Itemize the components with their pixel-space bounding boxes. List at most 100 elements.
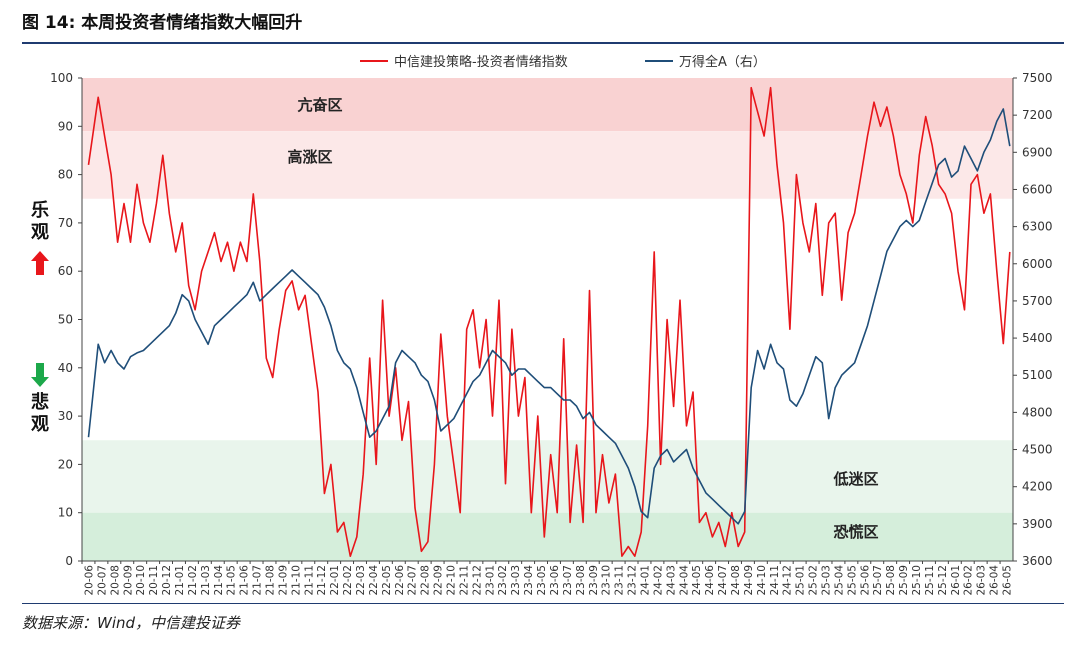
legend-label-index: 万得全A（右）: [679, 55, 766, 70]
x-tick-label: 23-02: [497, 565, 509, 596]
x-tick-label: 24-05: [691, 565, 703, 596]
x-tick-label: 22-11: [458, 565, 470, 596]
y-right-tick-label: 6600: [1022, 182, 1053, 196]
y-right-tick-label: 5700: [1022, 294, 1053, 308]
up-arrow-icon: [31, 251, 49, 275]
x-tick-label: 25-08: [885, 565, 897, 596]
x-tick-label: 23-09: [588, 565, 600, 596]
legend-item-index: 万得全A（右）: [645, 51, 766, 70]
title-rule: [22, 42, 1064, 44]
y-right-tick-label: 4200: [1022, 480, 1053, 494]
y-left-tick-label: 100: [50, 71, 73, 85]
x-tick-label: 22-12: [471, 565, 483, 596]
source-rule: [22, 603, 1064, 604]
zone-band-0: [82, 78, 1013, 132]
x-tick-label: 21-07: [252, 565, 264, 596]
x-tick-label: 24-06: [704, 565, 716, 596]
x-tick-label: 20-12: [161, 565, 173, 596]
optimistic-char-1: 乐: [31, 200, 49, 221]
legend-item-sentiment: 中信建投策略-投资者情绪指数: [360, 51, 568, 70]
x-tick-label: 24-09: [743, 565, 755, 596]
y-left-tick-label: 90: [58, 119, 73, 133]
x-tick-label: 22-06: [394, 565, 406, 596]
y-right-tick-label: 5400: [1022, 331, 1053, 345]
x-tick-label: 26-03: [976, 565, 988, 596]
x-tick-label: 24-11: [769, 565, 781, 596]
x-tick-label: 25-01: [795, 565, 807, 596]
x-tick-label: 21-01: [174, 565, 186, 596]
y-left-tick-label: 20: [58, 457, 73, 471]
y-left-tick-label: 80: [58, 168, 73, 182]
x-tick-label: 26-05: [1002, 565, 1014, 596]
x-tick-label: 21-06: [239, 565, 251, 596]
y-right-tick-label: 6000: [1022, 257, 1053, 271]
x-tick-label: 22-05: [381, 565, 393, 596]
x-tick-label: 22-04: [368, 565, 380, 596]
x-tick-label: 21-08: [264, 565, 276, 596]
source-note: 数据来源：Wind，中信建投证券: [22, 614, 241, 632]
x-tick-label: 21-04: [213, 565, 225, 596]
y-right-tick-label: 6300: [1022, 220, 1053, 234]
x-tick-label: 21-11: [303, 565, 315, 596]
x-tick-label: 23-11: [614, 565, 626, 596]
y-left-tick-label: 30: [58, 409, 73, 423]
x-tick-label: 24-03: [665, 565, 677, 596]
zone-label-3: 恐慌区: [833, 523, 878, 541]
x-tick-label: 22-01: [329, 565, 341, 596]
x-tick-label: 21-10: [290, 565, 302, 596]
optimistic-char-2: 观: [31, 222, 49, 243]
x-tick-label: 22-09: [433, 565, 445, 596]
zone-label-2: 低迷区: [832, 470, 878, 488]
x-tick-label: 22-10: [446, 565, 458, 596]
y-left-tick-label: 10: [58, 506, 73, 520]
x-tick-label: 26-04: [989, 565, 1001, 596]
optimistic-label: 乐 观: [28, 200, 52, 244]
x-tick-label: 25-09: [898, 565, 910, 596]
x-tick-label: 25-12: [937, 565, 949, 596]
x-tick-label: 25-07: [872, 565, 884, 596]
x-tick-label: 20-11: [148, 565, 160, 596]
x-tick-label: 26-02: [963, 565, 975, 596]
x-tick-label: 22-07: [407, 565, 419, 596]
y-left-tick-label: 60: [58, 264, 73, 278]
x-tick-label: 23-12: [627, 565, 639, 596]
series-line-index: [87, 108, 1011, 525]
y-right-tick-label: 4500: [1022, 443, 1053, 457]
zone-label-1: 高涨区: [287, 148, 332, 166]
x-tick-label: 24-02: [652, 565, 664, 596]
pessimistic-char-1: 悲: [31, 392, 49, 413]
y-right-tick-label: 4800: [1022, 405, 1053, 419]
y-right-tick-label: 7200: [1022, 108, 1053, 122]
series-line-sentiment: [87, 86, 1011, 557]
y-left-tick-label: 40: [58, 361, 73, 375]
x-tick-label: 24-08: [730, 565, 742, 596]
x-tick-label: 25-04: [833, 565, 845, 596]
x-tick-label: 23-01: [484, 565, 496, 596]
y-right-tick-label: 7500: [1022, 71, 1053, 85]
figure-title: 图 14: 本周投资者情绪指数大幅回升: [22, 13, 303, 33]
x-tick-label: 24-07: [717, 565, 729, 596]
x-tick-label: 23-04: [523, 565, 535, 596]
legend-swatch-index: [645, 59, 673, 62]
x-tick-label: 26-01: [950, 565, 962, 596]
x-tick-label: 24-10: [756, 565, 768, 596]
chart-legend: 中信建投策略-投资者情绪指数 万得全A（右）: [0, 51, 1080, 71]
x-tick-label: 23-07: [562, 565, 574, 596]
down-arrow-icon: [31, 363, 49, 387]
x-tick-label: 25-11: [924, 565, 936, 596]
x-tick-label: 23-05: [536, 565, 548, 596]
x-tick-label: 22-02: [342, 565, 354, 596]
x-tick-label: 21-09: [277, 565, 289, 596]
x-tick-label: 21-02: [187, 565, 199, 596]
x-tick-label: 22-03: [355, 565, 367, 596]
y-right-tick-label: 6900: [1022, 145, 1053, 159]
x-tick-label: 25-05: [846, 565, 858, 596]
x-tick-label: 20-10: [135, 565, 147, 596]
x-tick-label: 24-12: [782, 565, 794, 596]
x-tick-label: 25-02: [808, 565, 820, 596]
x-tick-label: 25-03: [821, 565, 833, 596]
zone-band-3: [82, 512, 1013, 561]
zone-band-1: [82, 131, 1013, 199]
y-right-tick-label: 5100: [1022, 368, 1053, 382]
